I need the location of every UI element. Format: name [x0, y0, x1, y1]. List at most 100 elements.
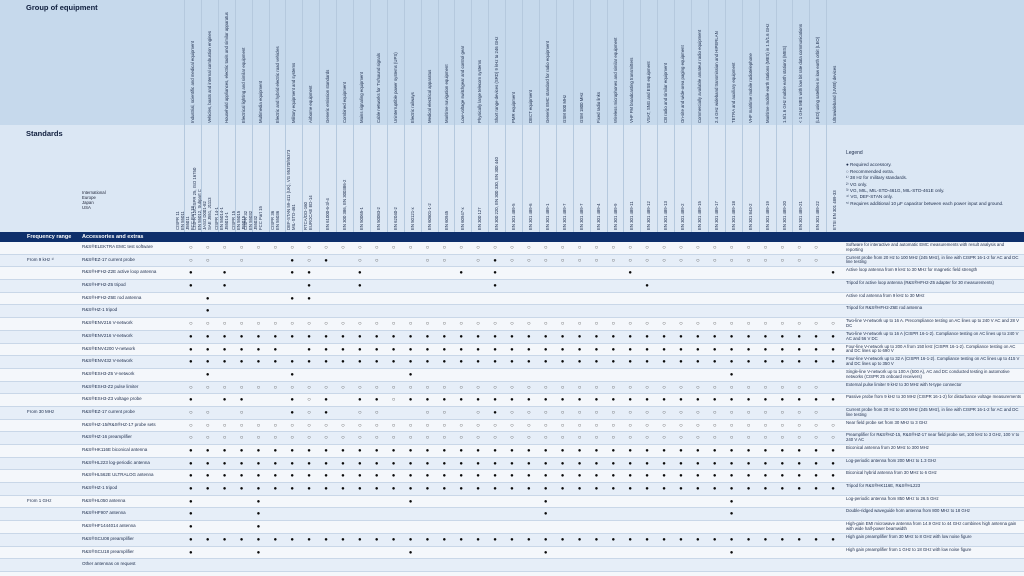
required-mark: ● — [374, 486, 379, 493]
required-mark: ● — [797, 397, 802, 404]
accessories-header: Accessories and extras — [82, 234, 144, 240]
recommended-mark: ○ — [696, 422, 700, 429]
recommended-mark: ○ — [510, 245, 514, 251]
required-mark: ● — [729, 371, 734, 378]
required-mark: ● — [696, 346, 700, 353]
recommended-mark: ○ — [543, 245, 548, 251]
required-mark: ● — [712, 359, 717, 366]
standard-label: EN 60947-x — [460, 207, 466, 230]
table-row: R&S®ENV432 V-network ● ● ● ● ● ● ● ● ● ● ● ● ● ● ● ● ● ● ● ●… — [0, 356, 1024, 369]
recommended-mark: ○ — [780, 257, 785, 264]
standard-column: EN 301 489-7 — [572, 125, 591, 232]
standard-label: EN 301 489-21 — [798, 201, 804, 230]
accessory-name: R&S®ENV216 V-network — [82, 332, 133, 338]
required-mark: ● — [577, 397, 582, 404]
required-mark: ● — [273, 333, 278, 340]
table-row: R&S®HL223 log-periodic antenna ● ● ● ● ● ● ● ● ● ●… — [0, 457, 1024, 471]
standard-label: EN 301 489-19 — [764, 201, 770, 230]
standard-column: EN 301 489-19 — [758, 125, 777, 232]
accessory-description: Tripod for active loop antenna (R&S®HFH2… — [846, 280, 994, 286]
recommended-mark: ○ — [222, 245, 227, 251]
group-column: On-site and wide-area paging equipment — [674, 0, 692, 125]
standards-header-label: Standards — [26, 129, 63, 138]
recommended-mark: ○ — [746, 409, 751, 416]
standard-column: CISPR 14-1 EN 55014-1 J55014-1 — [214, 125, 236, 232]
standard-column: EN 301 489-17 — [707, 125, 726, 232]
group-label: Industrial, scientific and medical equip… — [190, 41, 195, 123]
standard-label: EN 301 489-5 — [511, 203, 517, 230]
required-mark: ● — [797, 359, 802, 366]
recommended-mark: ○ — [307, 435, 311, 442]
standard-label: EN 301 489-7 — [578, 203, 584, 230]
recommended-mark: ○ — [341, 384, 345, 391]
group-column: Mains signaling equipment — [353, 0, 371, 125]
standard-column: EN 60945 — [437, 125, 456, 232]
recommended-mark: ○ — [746, 321, 751, 328]
required-mark: ● — [577, 473, 582, 480]
standard-label: EN 301 489-11 — [629, 201, 635, 230]
required-mark: ● — [358, 448, 362, 454]
recommended-mark: ○ — [324, 384, 328, 391]
group-column: Electrical lighting and similar equipmen… — [234, 0, 253, 125]
required-mark: ● — [239, 333, 244, 340]
recommended-mark: ○ — [594, 384, 599, 391]
standard-column: RTCA/DO-160 EUROCAE ED-14 — [302, 125, 320, 232]
required-mark: ● — [763, 346, 768, 353]
recommended-mark: ○ — [290, 435, 295, 442]
recommended-mark: ○ — [645, 409, 649, 416]
standard-label: CISPR 36 EN 55036 — [269, 210, 280, 230]
required-mark: ● — [696, 448, 700, 454]
group-column: Military equipment and systems — [285, 0, 303, 125]
required-mark: ● — [493, 257, 497, 264]
standard-label: EN 61000-6-3/-4 — [325, 198, 331, 230]
required-mark: ● — [560, 448, 565, 454]
required-mark: ● — [442, 460, 447, 467]
required-mark: ● — [729, 346, 734, 353]
required-mark: ● — [712, 346, 717, 353]
standard-column: CISPR 36 EN 55036 — [268, 125, 287, 232]
required-mark: ● — [510, 536, 514, 543]
required-mark: ● — [256, 359, 261, 366]
required-mark: ● — [712, 473, 717, 480]
required-mark: ● — [679, 536, 683, 543]
recommended-mark: ○ — [814, 409, 818, 416]
required-mark: ● — [290, 397, 295, 404]
required-mark: ● — [239, 397, 244, 404]
required-mark: ● — [493, 486, 497, 493]
recommended-mark: ○ — [273, 435, 278, 442]
group-label: GSM 1800 MHz — [578, 92, 584, 123]
accessory-description: Current probe from 20 Hz to 100 MHz (245… — [846, 406, 1019, 417]
required-mark: ● — [256, 346, 261, 353]
required-mark: ● — [307, 536, 311, 543]
recommended-mark: ○ — [628, 257, 633, 264]
required-mark: ● — [189, 397, 193, 404]
required-mark: ● — [797, 536, 802, 543]
required-mark: ● — [831, 346, 835, 353]
recommended-mark: ○ — [543, 409, 548, 416]
table-row: R&S®HFH2-Z2E active loop antenna ● ● ● ● ● ● ● ●… — [0, 267, 1024, 281]
required-mark: ● — [442, 346, 447, 353]
group-label: Generic emission standards — [325, 69, 331, 123]
marks: ○ ○ ○ ○ ○ ○ ○ ○ ○ ○ ○ ○ ○ ○ ○ ○ ○ ○ ○ ○ ○ ○ ○ ○ ○ ○ ○ ○ ○ ○ ○ ○ ○ ○ ○ ○ ○ ○ — [184, 382, 844, 393]
recommended-mark: ○ — [222, 384, 227, 391]
recommended-mark: ○ — [425, 435, 430, 442]
required-mark: ● — [679, 359, 683, 366]
required-mark: ● — [374, 359, 379, 366]
recommended-mark: ○ — [256, 422, 261, 429]
recommended-mark: ○ — [425, 257, 430, 264]
required-mark: ● — [729, 498, 734, 505]
required-mark: ● — [594, 397, 599, 404]
group-column: PMR equipment — [505, 0, 523, 125]
required-mark: ● — [628, 397, 633, 404]
required-mark: ● — [408, 460, 413, 467]
required-mark: ● — [746, 486, 751, 493]
required-mark: ● — [391, 448, 396, 454]
required-mark: ● — [712, 397, 717, 404]
group-column: Household appliances, electric tools and… — [217, 0, 236, 125]
recommended-mark: ○ — [459, 321, 464, 328]
required-mark: ● — [324, 257, 328, 264]
required-mark: ● — [459, 460, 464, 467]
group-column: Medical electrical apparatus — [420, 0, 439, 125]
standard-column: EN 301 489-7 — [555, 125, 574, 232]
required-mark: ● — [273, 460, 278, 467]
